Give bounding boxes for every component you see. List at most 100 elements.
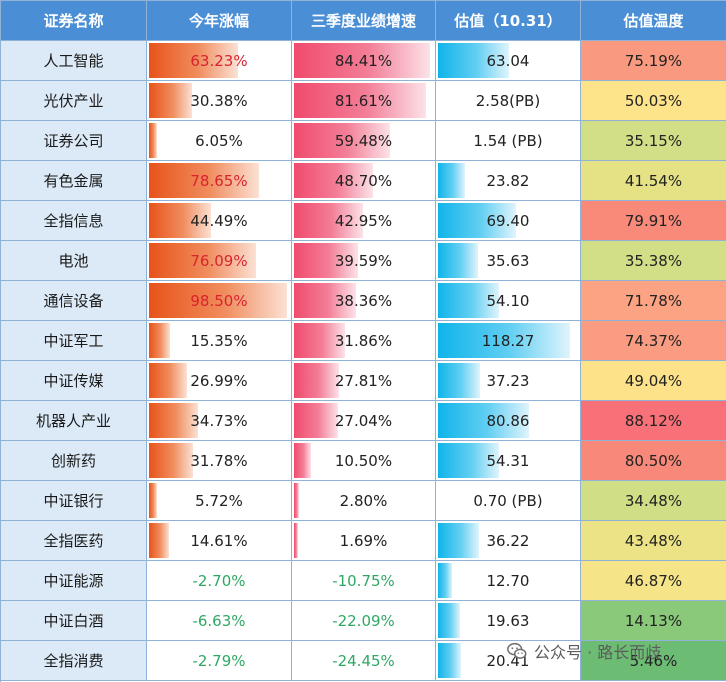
cell-text: 证券公司: [43, 132, 104, 150]
q3-bar: [294, 323, 345, 358]
header-ytd-change: 今年涨幅: [147, 1, 292, 41]
valuation-temperature-cell: 46.87%: [581, 561, 726, 601]
cell-text: 12.70: [486, 571, 530, 590]
cell-text: 37.23: [486, 371, 530, 390]
valuation-temperature-cell: 49.04%: [581, 361, 726, 401]
ytd-cell: 6.05%: [147, 121, 292, 161]
row-name: 中证银行: [1, 481, 147, 521]
row-name: 中证军工: [1, 321, 147, 361]
cell-text: -10.75%: [332, 571, 395, 590]
q3-bar: [294, 123, 390, 158]
valuation-cell: 80.86: [436, 401, 581, 441]
cell-text: 27.04%: [334, 411, 393, 430]
valuation-temperature-cell: 50.03%: [581, 81, 726, 121]
cell-text: 42.95%: [334, 211, 393, 230]
val-bar: [438, 283, 499, 318]
q3-growth-cell: 10.50%: [292, 441, 436, 481]
row-name: 通信设备: [1, 281, 147, 321]
cell-text: 75.19%: [624, 51, 683, 70]
valuation-cell: 23.82: [436, 161, 581, 201]
q3-growth-cell: 81.61%: [292, 81, 436, 121]
q3-growth-cell: 27.04%: [292, 401, 436, 441]
watermark: 公众号 · 路长而歧: [506, 638, 661, 664]
cell-text: 74.37%: [624, 331, 683, 350]
cell-text: -6.63%: [192, 611, 246, 630]
ytd-cell: 26.99%: [147, 361, 292, 401]
q3-growth-cell: 42.95%: [292, 201, 436, 241]
cell-text: 54.10: [486, 291, 530, 310]
q3-bar: [294, 283, 356, 318]
row-name: 光伏产业: [1, 81, 147, 121]
ytd-bar: [149, 243, 256, 278]
cell-text: -22.09%: [332, 611, 395, 630]
ytd-cell: 98.50%: [147, 281, 292, 321]
cell-text: 2.58(PB): [475, 91, 541, 110]
valuation-temperature-cell: 71.78%: [581, 281, 726, 321]
cell-text: 5.72%: [195, 491, 243, 510]
cell-text: 机器人产业: [35, 412, 111, 430]
cell-text: 有色金属: [43, 172, 104, 190]
cell-text: 14.61%: [190, 531, 248, 550]
wechat-icon: [507, 642, 527, 659]
cell-text: 中证能源: [43, 572, 104, 590]
cell-text: 35.63: [486, 251, 530, 270]
valuation-cell: 54.10: [436, 281, 581, 321]
cell-text: 63.04: [486, 51, 530, 70]
q3-growth-cell: 31.86%: [292, 321, 436, 361]
q3-growth-cell: 27.81%: [292, 361, 436, 401]
val-bar: [438, 523, 479, 558]
cell-text: 1.69%: [339, 531, 388, 550]
valuation-cell: 37.23: [436, 361, 581, 401]
ytd-bar: [149, 203, 211, 238]
val-bar: [438, 323, 570, 358]
q3-bar: [294, 83, 426, 118]
valuation-temperature-cell: 80.50%: [581, 441, 726, 481]
cell-text: 0.70 (PB): [473, 491, 543, 510]
val-bar: [438, 643, 461, 678]
cell-text: 26.99%: [190, 371, 248, 390]
ytd-cell: 15.35%: [147, 321, 292, 361]
q3-growth-cell: 39.59%: [292, 241, 436, 281]
valuation-temperature-cell: 43.48%: [581, 521, 726, 561]
ytd-bar: [149, 283, 287, 318]
cell-text: 10.50%: [334, 451, 393, 470]
ytd-cell: 5.72%: [147, 481, 292, 521]
valuation-temperature-cell: 35.38%: [581, 241, 726, 281]
row-name: 全指消费: [1, 641, 147, 681]
ytd-cell: 14.61%: [147, 521, 292, 561]
ytd-cell: 76.09%: [147, 241, 292, 281]
val-bar: [438, 363, 480, 398]
valuation-cell: 0.70 (PB): [436, 481, 581, 521]
cell-text: 50.03%: [624, 91, 683, 110]
val-bar: [438, 163, 465, 198]
ytd-bar: [149, 363, 187, 398]
ytd-cell: 78.65%: [147, 161, 292, 201]
cell-text: 创新药: [50, 452, 96, 470]
cell-text: 中证银行: [43, 492, 104, 510]
q3-growth-cell: -10.75%: [292, 561, 436, 601]
row-name: 全指信息: [1, 201, 147, 241]
cell-text: 88.12%: [624, 411, 683, 430]
cell-text: 35.15%: [624, 131, 683, 150]
valuation-cell: 118.27: [436, 321, 581, 361]
ytd-bar: [149, 323, 170, 358]
cell-text: 30.38%: [190, 91, 248, 110]
ytd-bar: [149, 403, 198, 438]
cell-text: 36.22: [486, 531, 530, 550]
cell-text: 38.36%: [334, 291, 393, 310]
cell-text: 全指医药: [43, 532, 104, 550]
val-bar: [438, 563, 452, 598]
cell-text: 中证传媒: [43, 372, 104, 390]
cell-text: 通信设备: [43, 292, 104, 310]
ytd-cell: -6.63%: [147, 601, 292, 641]
cell-text: 19.63: [486, 611, 530, 630]
ytd-bar: [149, 443, 193, 478]
valuation-cell: 2.58(PB): [436, 81, 581, 121]
ytd-cell: -2.70%: [147, 561, 292, 601]
valuation-temperature-cell: 14.13%: [581, 601, 726, 641]
q3-growth-cell: 84.41%: [292, 41, 436, 81]
valuation-temperature-cell: 35.15%: [581, 121, 726, 161]
q3-growth-cell: 2.80%: [292, 481, 436, 521]
q3-bar: [294, 363, 339, 398]
